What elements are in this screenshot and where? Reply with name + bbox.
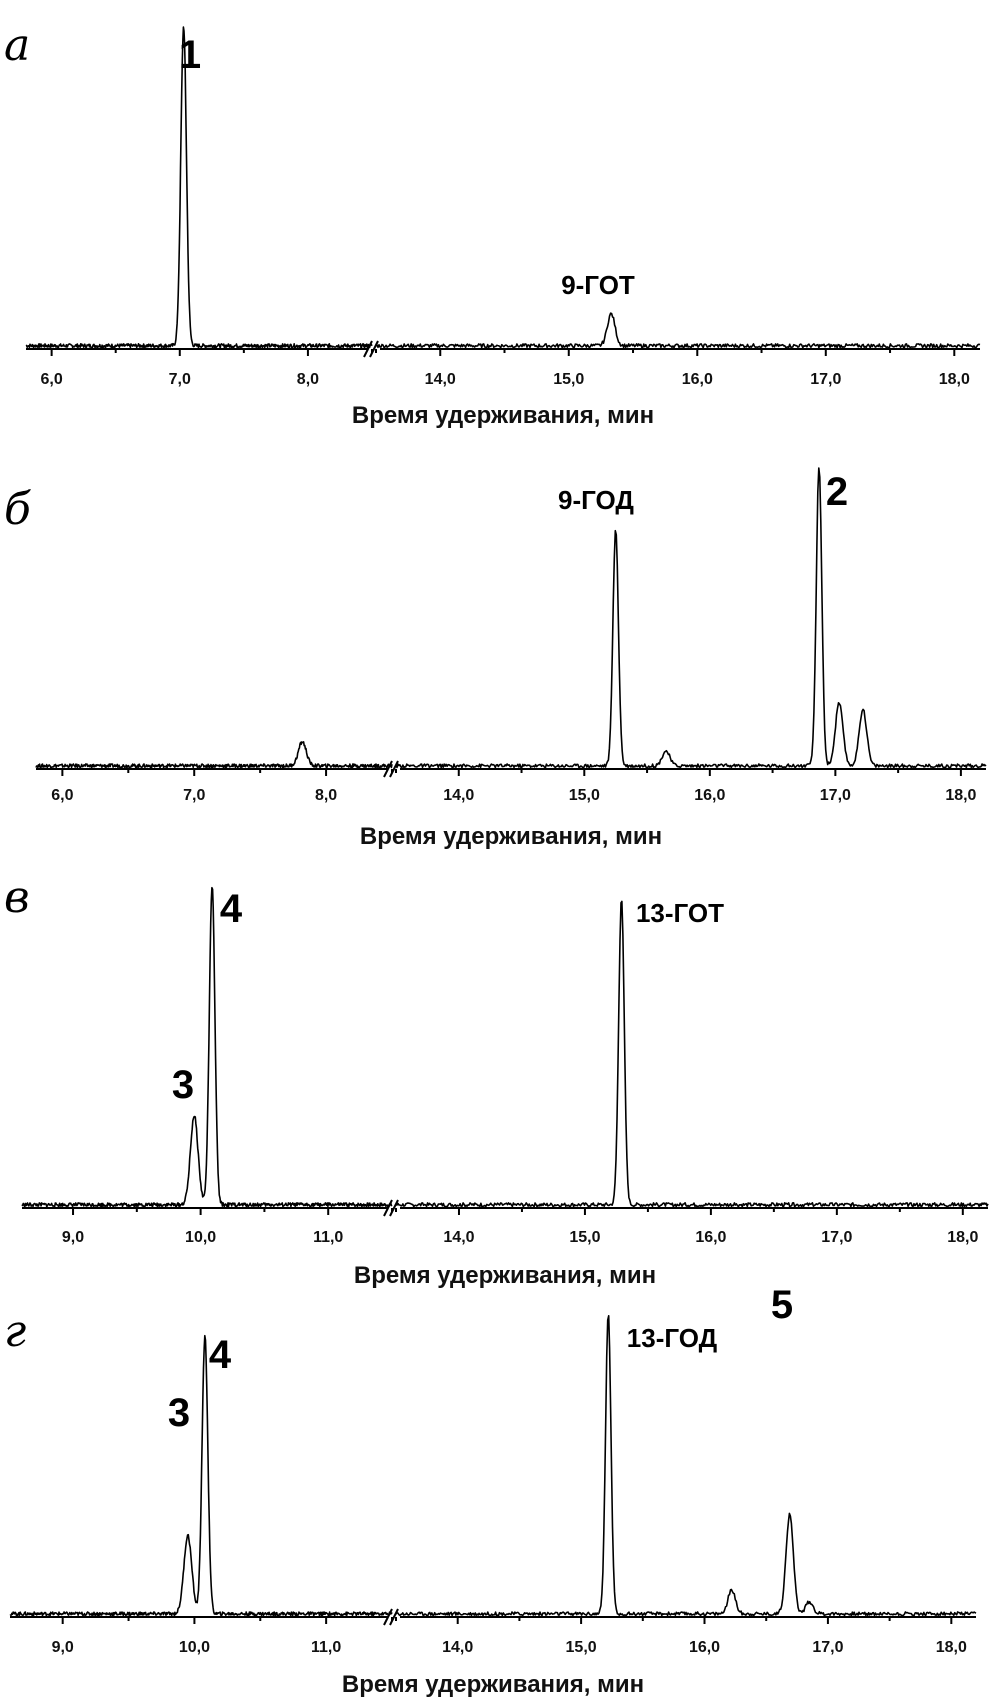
x-tick-label: 16,0 (682, 371, 713, 388)
chromatogram-panel-1: а 6,0 7,0 8,0 14,0 15,0 16,0 17,0 18,0 Время удер… (4, 20, 981, 429)
x-axis-title: Время удерживания, мин (354, 1262, 656, 1289)
peak-label: 4 (220, 887, 243, 931)
x-tick-label: 17,0 (820, 787, 851, 804)
x-tick-label: 15,0 (553, 371, 584, 388)
x-tick-label: 11,0 (313, 1229, 343, 1246)
peak-label: 3 (168, 1391, 190, 1435)
x-tick-label: 18,0 (945, 787, 976, 804)
x-tick-label: 18,0 (936, 1639, 967, 1656)
x-tick-label: 15,0 (566, 1639, 597, 1656)
x-tick-label: 9,0 (62, 1229, 84, 1246)
x-tick-label: 15,0 (569, 1229, 600, 1246)
peak-label: 2 (826, 470, 848, 514)
x-tick-label: 18,0 (947, 1229, 978, 1246)
x-tick-label: 14,0 (442, 1639, 473, 1656)
signal-trace (21, 886, 989, 1208)
axis-break-mark (363, 340, 379, 358)
x-tick-label: 10,0 (179, 1639, 210, 1656)
chromatogram-panel-4: г 9,0 10,0 11,0 14,0 15,0 16,0 17,0 18,0 Время уд… (4, 1283, 977, 1698)
peak-label: 5 (771, 1283, 793, 1327)
axis-break-mark (383, 1608, 399, 1626)
signal-trace (35, 467, 987, 769)
panel-letter: в (4, 872, 30, 923)
x-tick-label: 7,0 (183, 787, 205, 804)
x-tick-label: 10,0 (185, 1229, 216, 1246)
peak-label: 13-ГОД (627, 1323, 718, 1353)
x-tick-label: 14,0 (425, 371, 456, 388)
x-tick-label: 14,0 (443, 787, 474, 804)
x-axis-title: Время удерживания, мин (342, 1671, 644, 1698)
axis-break-mark (383, 760, 399, 778)
x-tick-label: 15,0 (569, 787, 600, 804)
x-tick-label: 11,0 (311, 1639, 341, 1656)
peak-label: 13-ГОТ (636, 898, 724, 928)
x-tick-label: 16,0 (695, 1229, 726, 1246)
x-tick-label: 14,0 (443, 1229, 474, 1246)
x-tick-label: 17,0 (821, 1229, 852, 1246)
x-axis-title: Время удерживания, мин (360, 823, 662, 850)
panel-letter: а (4, 20, 30, 71)
peak-label: 4 (209, 1333, 232, 1377)
signal-trace (25, 26, 981, 349)
x-tick-label: 6,0 (41, 371, 63, 388)
x-axis-title: Время удерживания, мин (352, 402, 654, 429)
peak-label: 1 (179, 33, 201, 77)
x-tick-label: 18,0 (939, 371, 970, 388)
x-tick-label: 8,0 (315, 787, 337, 804)
panel-letter: г (4, 1306, 26, 1357)
x-tick-label: 16,0 (689, 1639, 720, 1656)
chromatogram-panel-3: в 9,0 10,0 11,0 14,0 15,0 16,0 17,0 18,0 Время уд… (4, 872, 989, 1289)
x-tick-label: 16,0 (694, 787, 725, 804)
x-tick-label: 8,0 (297, 371, 319, 388)
x-tick-label: 17,0 (812, 1639, 843, 1656)
x-tick-label: 17,0 (810, 371, 841, 388)
panel-letter: б (4, 484, 31, 535)
x-tick-label: 7,0 (169, 371, 191, 388)
chromatogram-panel-2: б 6,0 7,0 8,0 14,0 15,0 16,0 17,0 18,0 Время удер… (4, 467, 987, 850)
x-tick-label: 6,0 (51, 787, 73, 804)
axis-break-mark (383, 1199, 399, 1217)
peak-label: 9-ГОД (558, 485, 634, 515)
peak-label: 3 (172, 1063, 194, 1107)
peak-label: 9-ГОТ (561, 270, 635, 300)
x-tick-label: 9,0 (52, 1639, 74, 1656)
signal-trace (9, 1315, 977, 1617)
